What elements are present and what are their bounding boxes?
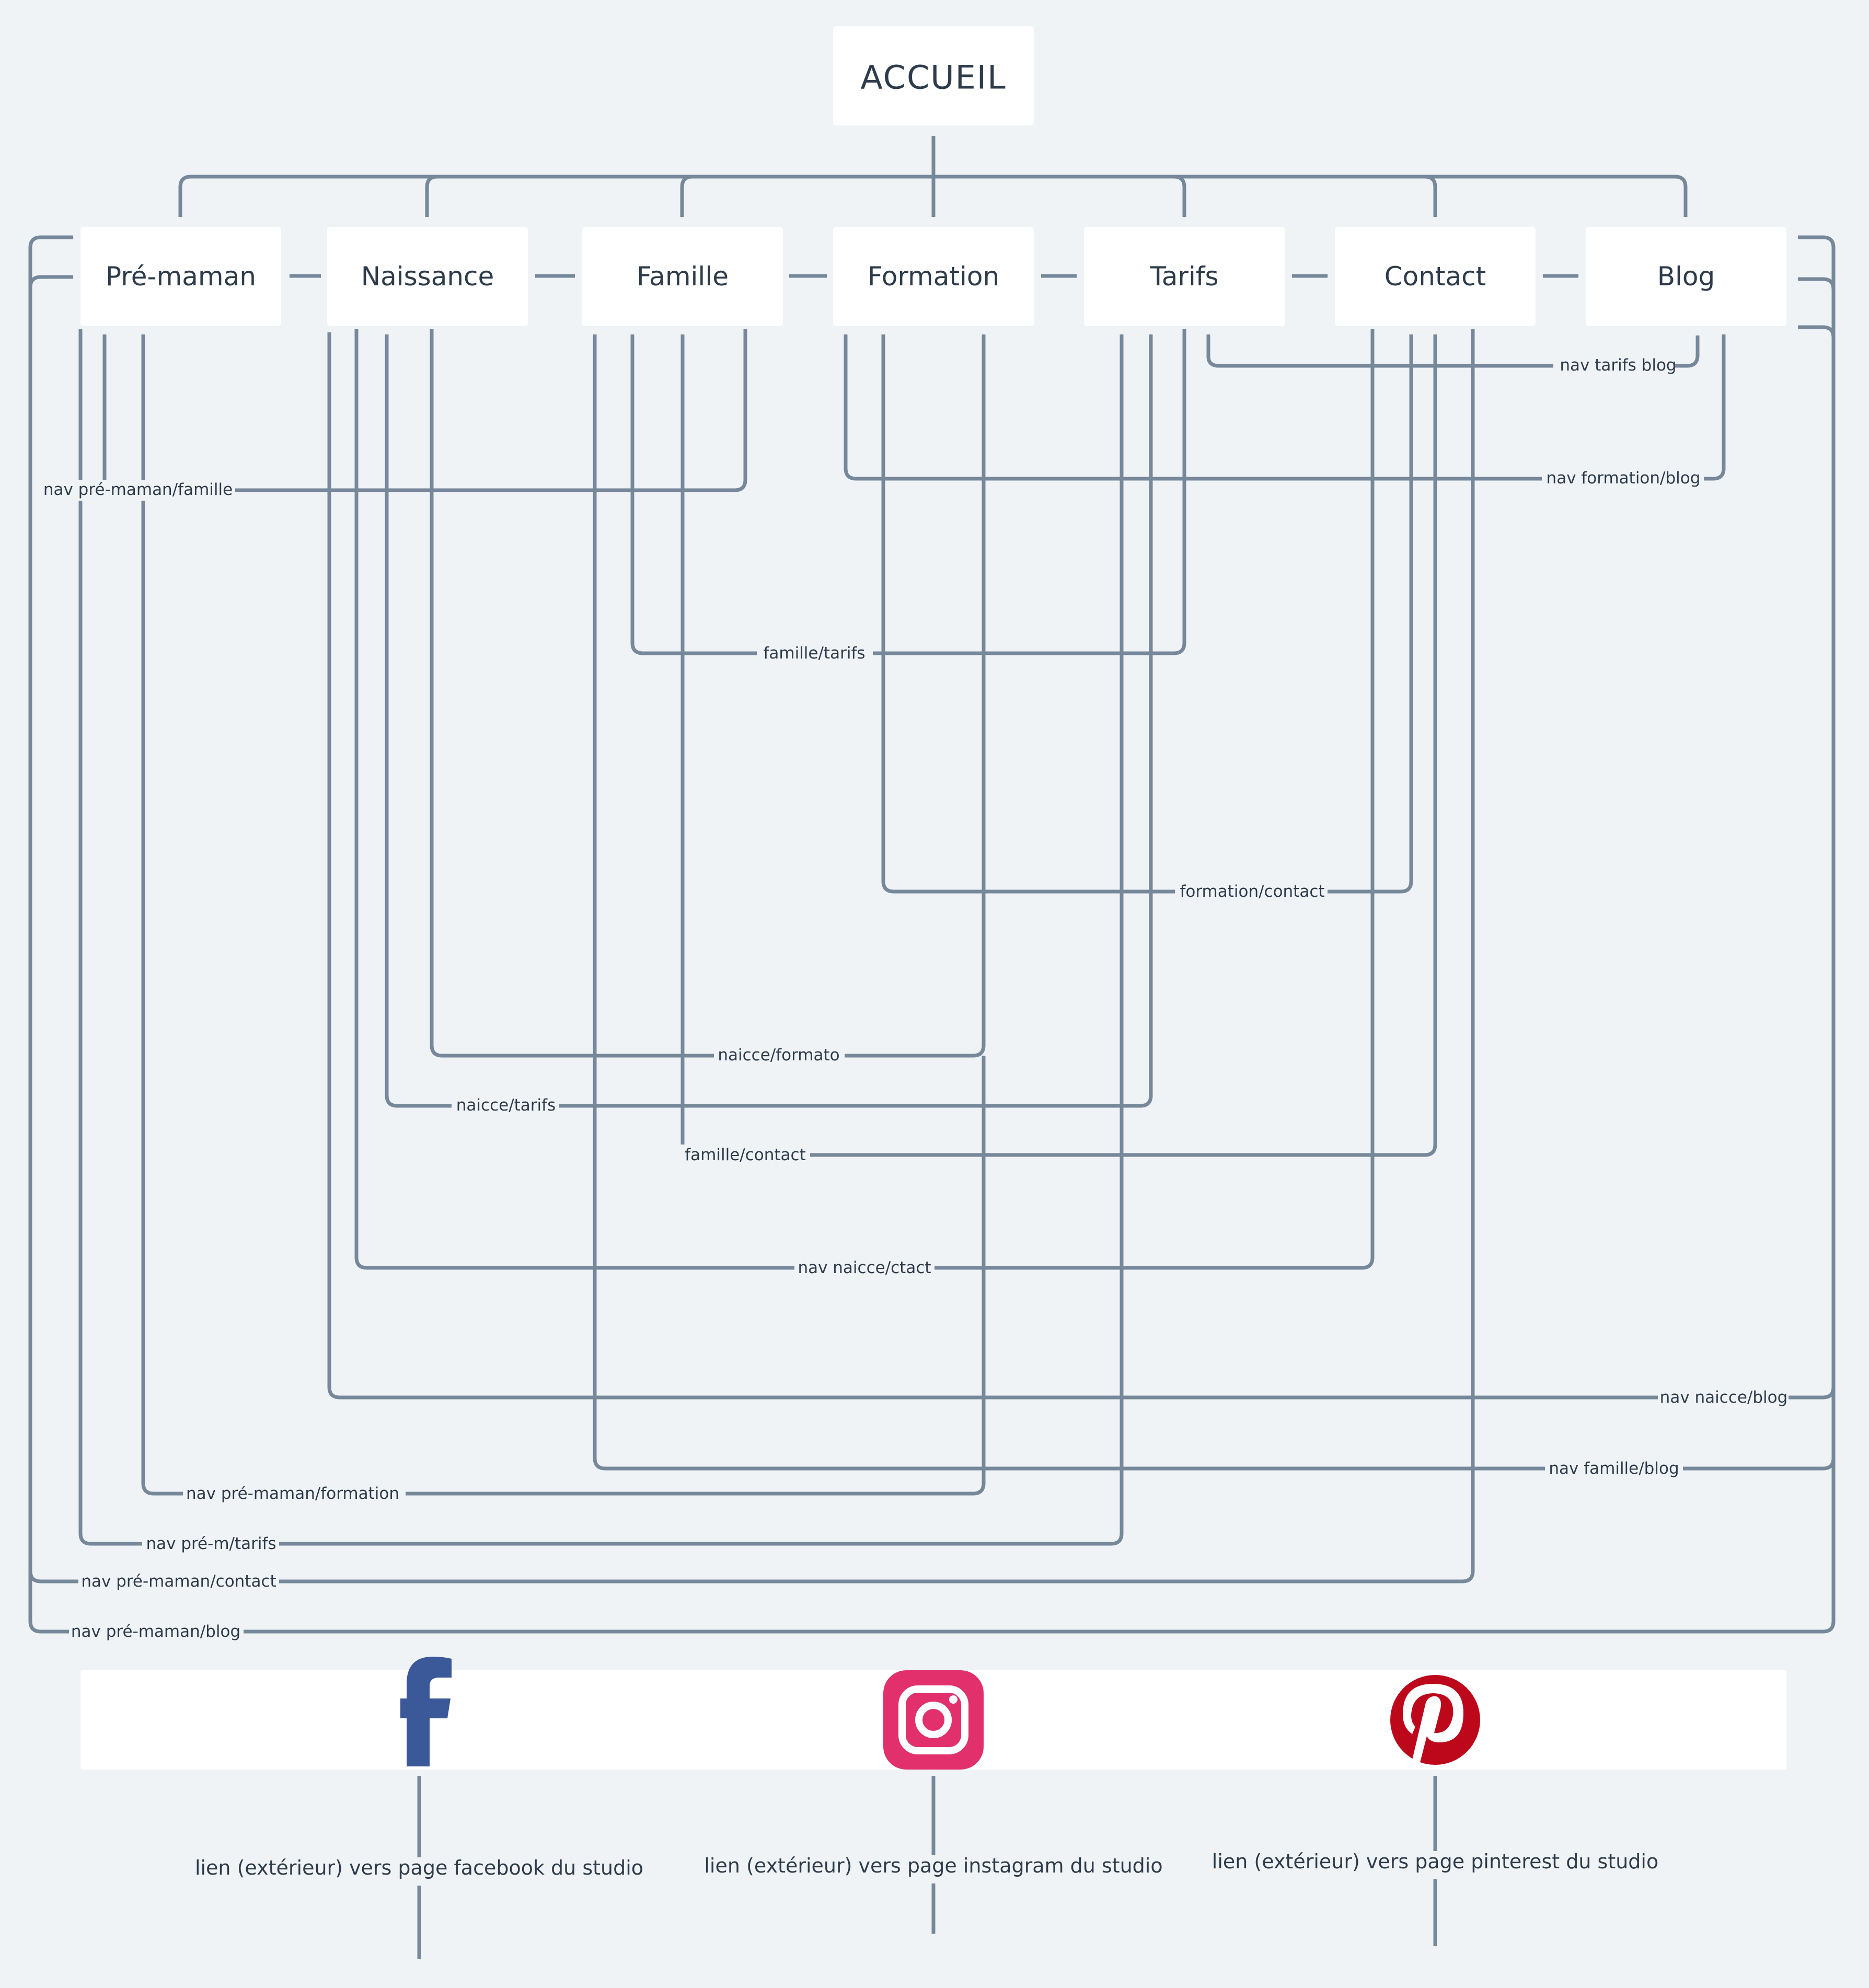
page-node-naissance[interactable]: Naissance [327,227,528,326]
edge-famille-contact-h [683,334,1437,1157]
edge-accueil-tarifs [933,175,1186,217]
home-node-box[interactable] [833,26,1034,125]
edge-premaman-contact [28,275,1475,1584]
page-node-label: Naissance [361,261,494,292]
edge-naissance-tarifs [385,334,1153,1108]
link-label-famille-tarifs: famille/tarifs [763,644,865,663]
link-label-premaman-blog: nav pré-maman/blog [71,1622,240,1641]
edge-famille-blog [593,277,1836,1471]
page-node-label: Famille [637,261,729,292]
edge-accueil-pre-maman [178,175,933,217]
facebook-icon[interactable] [400,1657,452,1766]
link-label-premaman-famille: nav pré-maman/famille [43,480,233,499]
link-label-famille-contact: famille/contact [685,1146,805,1164]
edge-tarifs-blog [1206,334,1700,368]
page-node-label: Formation [868,261,999,292]
page-node-label: Tarifs [1149,261,1218,292]
home-node[interactable]: ACCUEIL [833,26,1034,125]
edge-naissance-blog [327,235,1836,1400]
page-node-contact[interactable]: Contact [1335,227,1536,326]
link-label-famille-blog: nav famille/blog [1549,1459,1679,1478]
link-label-premaman-contact: nav pré-maman/contact [81,1572,276,1591]
pinterest-link-label[interactable]: lien (extérieur) vers page pinterest du … [1212,1850,1658,1873]
instagram-icon[interactable] [883,1670,984,1770]
instagram-link-label[interactable]: lien (extérieur) vers page instagram du … [704,1854,1162,1877]
pinterest-icon[interactable] [1390,1675,1480,1765]
edge-formation-blog [844,334,1726,481]
edge-premaman-formation [141,334,986,1496]
link-label-tarifs-blog: nav tarifs blog [1560,356,1676,375]
edge-formation-contact [881,334,1413,894]
edge-premaman-tarifs [78,329,1124,1546]
edge-famille-tarifs [630,329,1186,655]
edge-premaman-blog [28,235,1836,1634]
link-label-naissance-formation: naicce/formato [718,1046,839,1065]
edge-naissance-contact [354,329,1375,1270]
facebook-link-label[interactable]: lien (extérieur) vers page facebook du s… [195,1856,643,1879]
edge-accueil-blog [933,175,1688,217]
link-label-naissance-tarifs: naicce/tarifs [456,1096,556,1115]
page-node-famille[interactable]: Famille [582,227,783,326]
page-node-tarifs[interactable]: Tarifs [1084,227,1285,326]
edge-premaman-famille-h [105,329,747,492]
page-node-pre-maman[interactable]: Pré-maman [80,227,281,326]
edge-naissance-formation [430,329,986,1058]
page-nodes: Pré-maman Naissance Famille Formation Ta… [80,227,1786,326]
link-label-naissance-blog: nav naicce/blog [1660,1388,1788,1407]
home-node-label: ACCUEIL [860,59,1006,97]
page-node-blog[interactable]: Blog [1586,227,1786,326]
page-node-label: Pré-maman [106,261,256,292]
edge-accueil-naissance [425,175,933,217]
edge-labels: nav tarifs blog nav formation/blog nav p… [41,355,1789,1642]
link-label-premaman-formation: nav pré-maman/formation [186,1484,399,1503]
page-node-formation[interactable]: Formation [833,227,1034,326]
link-label-premaman-tarifs: nav pré-m/tarifs [146,1534,276,1553]
link-label-formation-contact: formation/contact [1180,882,1324,901]
page-node-label: Blog [1657,261,1715,292]
link-label-formation-blog: nav formation/blog [1547,469,1701,488]
page-node-label: Contact [1385,261,1486,292]
social-footer: lien (extérieur) vers page facebook du s… [80,1657,1786,1886]
edge-accueil-famille [680,175,933,217]
link-label-naissance-contact: nav naicce/ctact [798,1258,931,1277]
